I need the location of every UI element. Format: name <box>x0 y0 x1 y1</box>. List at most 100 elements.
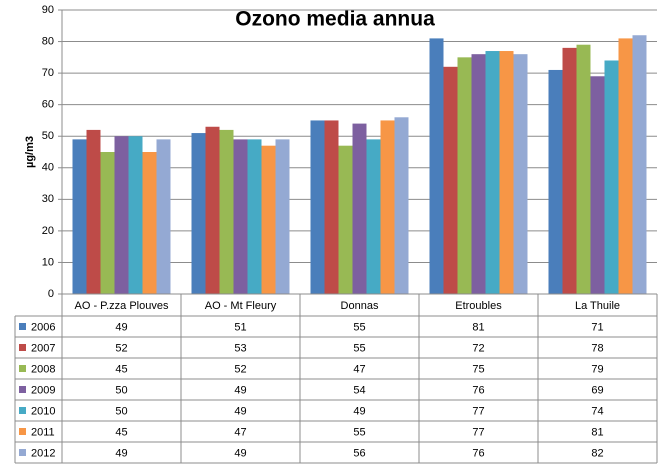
bar <box>261 145 276 294</box>
bar <box>324 120 339 294</box>
y-tick-label: 70 <box>42 67 54 79</box>
table-value: 47 <box>234 426 246 438</box>
bar <box>429 38 444 295</box>
bar <box>86 129 101 294</box>
bar <box>352 123 367 294</box>
bar <box>233 139 248 294</box>
bar <box>562 47 577 294</box>
bar <box>618 38 633 295</box>
bar <box>156 139 171 294</box>
legend-label: 2006 <box>31 321 55 333</box>
bar <box>310 120 325 294</box>
table-value: 55 <box>353 426 365 438</box>
table-value: 69 <box>591 384 603 396</box>
legend-key <box>19 323 26 330</box>
y-tick-label: 50 <box>42 130 54 142</box>
bar <box>191 133 206 294</box>
table-value: 53 <box>234 342 246 354</box>
bar <box>338 145 353 294</box>
table-value: 77 <box>472 405 484 417</box>
y-tick-label: 10 <box>42 256 54 268</box>
table-value: 49 <box>353 405 365 417</box>
table-value: 49 <box>115 321 127 333</box>
bar <box>485 51 500 295</box>
legend-label: 2007 <box>31 342 55 354</box>
table-value: 51 <box>234 321 246 333</box>
chart-title: Ozono media annua <box>235 8 435 31</box>
y-axis-label: µg/m3 <box>24 136 36 168</box>
x-tick-label: Etroubles <box>455 300 502 312</box>
y-tick-label: 20 <box>42 225 54 237</box>
x-tick-label: AO - Mt Fleury <box>205 300 277 312</box>
y-tick-label: 80 <box>42 35 54 47</box>
bar <box>142 152 157 294</box>
y-tick-label: 60 <box>42 99 54 111</box>
bar <box>72 139 87 294</box>
table-value: 81 <box>472 321 484 333</box>
table-value: 49 <box>115 447 127 459</box>
y-tick-label: 40 <box>42 162 54 174</box>
legend-key <box>19 365 26 372</box>
table-value: 79 <box>591 363 603 375</box>
table-value: 47 <box>353 363 365 375</box>
table-value: 76 <box>472 384 484 396</box>
y-tick-label: 0 <box>48 288 54 300</box>
table-value: 54 <box>353 384 365 396</box>
legend-key <box>19 344 26 351</box>
table-value: 49 <box>234 405 246 417</box>
table-value: 76 <box>472 447 484 459</box>
bar <box>219 129 234 294</box>
table-value: 78 <box>591 342 603 354</box>
bar <box>380 120 395 294</box>
legend-label: 2012 <box>31 447 55 459</box>
x-tick-label: AO - P.zza Plouves <box>75 300 169 312</box>
bar <box>590 76 605 295</box>
legend-key <box>19 449 26 456</box>
table-value: 52 <box>234 363 246 375</box>
bar <box>513 54 528 294</box>
legend-key <box>19 428 26 435</box>
table-value: 77 <box>472 426 484 438</box>
legend-key <box>19 407 26 414</box>
table-value: 72 <box>472 342 484 354</box>
bar <box>100 152 115 294</box>
table-value: 71 <box>591 321 603 333</box>
table-value: 49 <box>234 384 246 396</box>
legend-label: 2010 <box>31 405 55 417</box>
bar <box>471 54 486 294</box>
table-value: 55 <box>353 342 365 354</box>
legend-key <box>19 386 26 393</box>
table-value: 45 <box>115 363 127 375</box>
bar <box>443 66 458 294</box>
bar <box>604 60 619 294</box>
bar <box>114 136 129 294</box>
table-value: 56 <box>353 447 365 459</box>
bar <box>632 35 647 294</box>
table-value: 55 <box>353 321 365 333</box>
table-value: 49 <box>234 447 246 459</box>
y-tick-label: 30 <box>42 193 54 205</box>
bar <box>247 139 262 294</box>
table-value: 82 <box>591 447 603 459</box>
table-value: 81 <box>591 426 603 438</box>
table-value: 50 <box>115 405 127 417</box>
x-tick-label: La Thuile <box>575 300 620 312</box>
table-value: 74 <box>591 405 603 417</box>
legend-label: 2008 <box>31 363 55 375</box>
y-tick-label: 90 <box>42 4 54 16</box>
bar <box>275 139 290 294</box>
x-tick-label: Donnas <box>341 300 379 312</box>
legend-label: 2011 <box>31 426 55 438</box>
bar <box>576 44 591 294</box>
bar <box>457 57 472 295</box>
table-value: 50 <box>115 384 127 396</box>
bar <box>205 126 220 294</box>
bar <box>366 139 381 294</box>
bar <box>394 117 409 295</box>
bar <box>548 69 563 294</box>
table-value: 75 <box>472 363 484 375</box>
table-value: 52 <box>115 342 127 354</box>
bar <box>499 51 514 295</box>
legend-label: 2009 <box>31 384 55 396</box>
